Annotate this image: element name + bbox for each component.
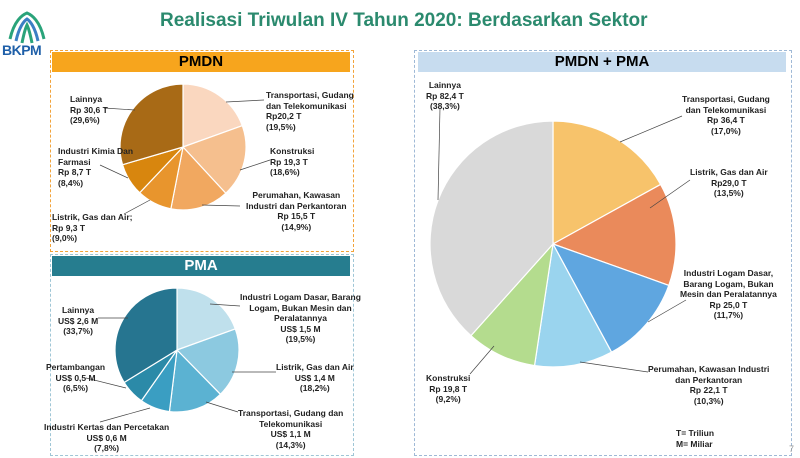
slice-label: Perumahan, Kawasan Industri dan Perkanto… [246,190,347,232]
pie-slice [181,124,247,195]
slice-label: Konstruksi Rp 19,8 T (9,2%) [426,373,471,404]
pma-panel [50,254,354,456]
leader-line [99,407,151,423]
leader-line [649,179,691,209]
pie-slice [552,120,662,246]
pie-slice [429,120,554,337]
leader-line [123,199,151,215]
leader-line [619,115,683,143]
pie-slice [114,287,178,384]
slice-label: Listrik, Gas dan Air; Rp 9,3 T (9,0%) [52,212,133,243]
slice-label: Industri Kimia Dan Farmasi Rp 8,7 T (8,4… [58,146,134,188]
pmdn-header: PMDN [52,52,350,72]
pma-header: PMA [52,256,350,276]
pie-slice [170,145,227,211]
pie-slice [175,328,240,396]
slice-label: Listrik, Gas dan Air US$ 1,4 M (18,2%) [276,362,354,393]
pie-pma [85,287,276,423]
bkpm-logo [8,11,46,44]
total-header: PMDN + PMA [418,52,786,72]
total-panel [414,50,792,456]
leader-line [647,299,687,323]
leader-line [225,99,265,103]
pie-slice [176,287,237,351]
page-number: 7 [788,444,794,454]
pie-slice [551,242,670,353]
pie-slice [551,183,677,287]
note-miliar: M= Miliar [676,439,713,449]
slice-label: Lainnya Rp 30,6 T (29,6%) [70,94,108,125]
slice-label: Lainnya US$ 2,6 M (33,7%) [58,305,99,336]
slice-label: Transportasi, Gudang dan Telekomunikasi … [238,408,344,450]
slice-label: Transportasi, Gudang dan Telekomunikasi … [682,94,770,136]
leader-line [437,107,441,201]
leader-line [201,204,241,207]
pmdn-panel [50,50,354,252]
slice-label: Listrik, Gas dan Air Rp29,0 T (13,5%) [690,167,768,198]
leader-line [85,377,127,389]
leader-line [103,107,136,111]
leader-line [469,345,495,375]
leader-line [205,401,239,413]
pie-pmdn [99,83,271,215]
logo-text: BKPM [2,42,42,58]
pie-pmdn-pma [429,107,691,375]
slice-label: Lainnya Rp 82,4 T (38,3%) [426,80,464,111]
pie-slice [533,242,613,368]
pie-slice [168,348,222,413]
slice-label: Industri Logam Dasar, Barang Logam, Buka… [680,268,777,320]
leader-line [579,361,649,373]
leader-line [99,164,129,179]
slice-label: Perumahan, Kawasan Industri dan Perkanto… [648,364,770,406]
note-triliun: T= Triliun [676,428,715,438]
leader-line [209,303,241,307]
pie-slice [182,83,244,148]
slice-label: Industri Kertas dan Percetakan US$ 0,6 M… [44,422,170,453]
slice-label: Transportasi, Gudang dan Telekomunikasi … [266,90,354,132]
pie-slice [119,83,184,166]
page-title: Realisasi Triwulan IV Tahun 2020: Berdas… [160,10,648,31]
slice-label: Industri Logam Dasar, Barang Logam, Buka… [240,292,361,344]
slice-label: Konstruksi Rp 19,3 T (18,6%) [270,146,315,177]
leader-line [239,159,271,171]
slice-label: Pertambangan US$ 0,5 M (6,5%) [46,362,106,393]
